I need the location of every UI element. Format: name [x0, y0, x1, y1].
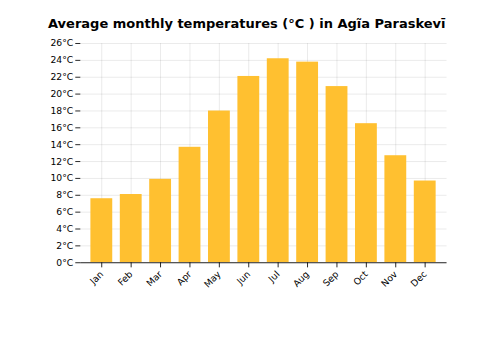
svg-text:4°C: 4°C	[56, 223, 73, 234]
svg-text:22°C: 22°C	[50, 71, 73, 82]
svg-text:12°C: 12°C	[50, 156, 73, 167]
svg-text:0°C: 0°C	[56, 257, 73, 268]
svg-text:Aug: Aug	[291, 268, 312, 289]
svg-text:May: May	[202, 268, 224, 290]
svg-text:Feb: Feb	[115, 268, 134, 287]
svg-text:Oct: Oct	[351, 268, 370, 287]
svg-text:24°C: 24°C	[50, 54, 73, 65]
svg-text:6°C: 6°C	[56, 206, 73, 217]
svg-text:8°C: 8°C	[56, 189, 73, 200]
html-text:Average monthly temperatures (: Average monthly temperatures (°C ) in Ag…	[48, 16, 446, 31]
svg-text:18°C: 18°C	[50, 105, 73, 116]
svg-text:Sep: Sep	[320, 268, 340, 288]
svg-text:Jan: Jan	[87, 268, 106, 287]
svg-text:Jun: Jun	[234, 268, 253, 287]
svg-text:Jul: Jul	[265, 268, 281, 284]
svg-text:2°C: 2°C	[56, 240, 73, 251]
svg-text:26°C: 26°C	[50, 37, 73, 48]
svg-text:Apr: Apr	[174, 268, 193, 287]
svg-text:14°C: 14°C	[50, 139, 73, 150]
svg-text:20°C: 20°C	[50, 88, 73, 99]
svg-text:Dec: Dec	[408, 268, 428, 288]
svg-text:10°C: 10°C	[50, 172, 73, 183]
svg-text:Mar: Mar	[144, 268, 164, 288]
svg-text:Nov: Nov	[379, 268, 400, 289]
svg-text:16°C: 16°C	[50, 122, 73, 133]
